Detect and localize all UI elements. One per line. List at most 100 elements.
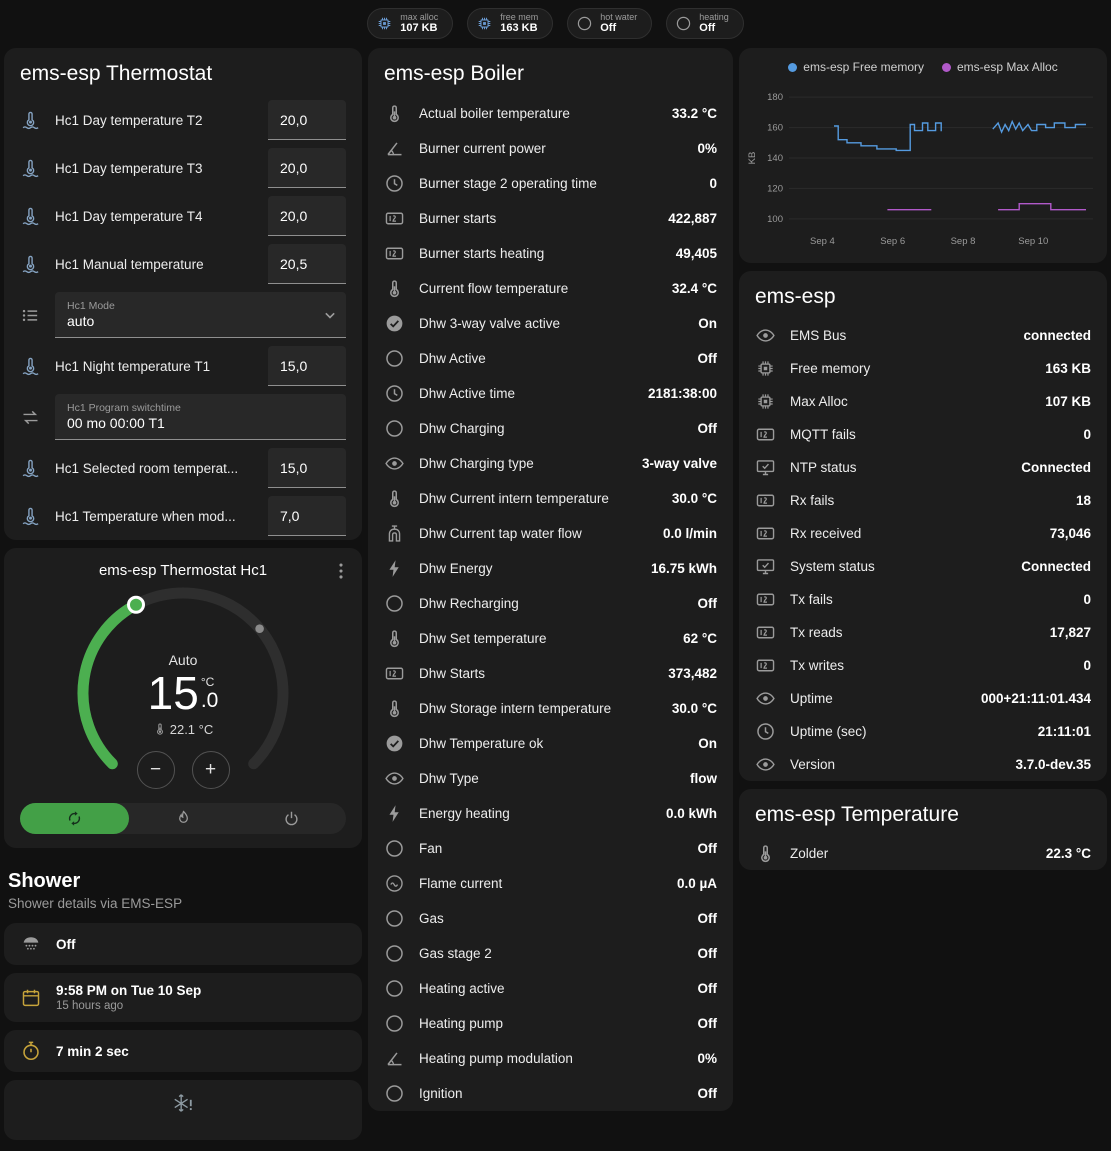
memory-chart[interactable]: 100 120 140 160 180 Sep 4 Sep 6 Sep 8 Sep 10 KB — [743, 78, 1099, 254]
auto-mode-button[interactable] — [20, 803, 129, 834]
entity-row[interactable]: Max Alloc 107 KB — [739, 385, 1107, 418]
entity-name: Uptime — [790, 691, 833, 706]
entity-row[interactable]: Dhw 3-way valve active On — [368, 306, 733, 341]
entity-row[interactable]: Hc1 Manual temperature 20,5 — [4, 240, 362, 288]
entity-row[interactable]: Burner starts heating 49,405 — [368, 236, 733, 271]
entity-row[interactable]: MQTT fails 0 — [739, 418, 1107, 451]
number-input[interactable]: 15,0 — [268, 346, 346, 386]
entity-row[interactable]: Dhw Active time 2181:38:00 — [368, 376, 733, 411]
legend-item[interactable]: ems-esp Free memory — [788, 60, 924, 74]
card-title: ems-esp Boiler — [384, 62, 525, 85]
entity-row[interactable]: Fan Off — [368, 831, 733, 866]
shower-timestamp-card[interactable]: 9:58 PM on Tue 10 Sep 15 hours ago — [4, 973, 362, 1022]
number-input[interactable]: 20,0 — [268, 100, 346, 140]
entity-row[interactable]: Ignition Off — [368, 1076, 733, 1111]
entity-row[interactable]: Dhw Recharging Off — [368, 586, 733, 621]
entity-row[interactable]: Uptime (sec) 21:11:01 — [739, 715, 1107, 748]
entity-row[interactable]: Version 3.7.0-dev.35 — [739, 748, 1107, 781]
entity-row[interactable]: Gas stage 2 Off — [368, 936, 733, 971]
right-column: ems-esp Free memory ems-esp Max Alloc 100… — [739, 48, 1107, 1148]
text-input[interactable]: Hc1 Program switchtime 00 mo 00:00 T1 — [55, 394, 346, 440]
number-input[interactable]: 20,5 — [268, 244, 346, 284]
entity-row[interactable]: Heating pump Off — [368, 1006, 733, 1041]
entity-row[interactable]: Dhw Current tap water flow 0.0 l/min — [368, 516, 733, 551]
chip-icon — [755, 391, 776, 412]
circle-outline-icon — [384, 348, 405, 369]
entity-value: 16.75 kWh — [650, 561, 717, 576]
badge-max-alloc[interactable]: max alloc 107 KB — [367, 7, 454, 39]
shower-alert-card[interactable] — [4, 1080, 362, 1140]
mode-select[interactable]: Hc1 Mode auto — [55, 292, 346, 338]
entity-name: MQTT fails — [790, 427, 856, 442]
badge-heating[interactable]: heating Off — [666, 7, 744, 39]
chip-icon — [476, 15, 493, 32]
entity-row[interactable]: Dhw Set temperature 62 °C — [368, 621, 733, 656]
entity-row[interactable]: Hc1 Day temperature T2 20,0 — [4, 96, 362, 144]
badge-hot-water[interactable]: hot water Off — [567, 7, 653, 39]
entity-row[interactable]: System status Connected — [739, 550, 1107, 583]
heat-mode-button[interactable] — [129, 803, 238, 834]
entity-row[interactable]: Dhw Starts 373,482 — [368, 656, 733, 691]
number-input[interactable]: 20,0 — [268, 148, 346, 188]
thermostat-hc1-card: ems-esp Thermostat Hc1 Auto 15 °C — [4, 548, 362, 848]
entity-row[interactable]: Gas Off — [368, 901, 733, 936]
number-input[interactable]: 20,0 — [268, 196, 346, 236]
entity-value: Off — [697, 981, 718, 996]
entity-row[interactable]: Heating pump modulation 0% — [368, 1041, 733, 1076]
more-options-button[interactable] — [330, 560, 352, 582]
entity-row[interactable]: Hc1 Mode auto — [4, 288, 362, 342]
entity-row[interactable]: Actual boiler temperature 33.2 °C — [368, 96, 733, 131]
badge-free-mem[interactable]: free mem 163 KB — [467, 7, 554, 39]
entity-row[interactable]: Hc1 Day temperature T4 20,0 — [4, 192, 362, 240]
thermometer-water-icon — [20, 206, 41, 227]
shower-state-card[interactable]: Off — [4, 923, 362, 965]
entity-row[interactable]: Dhw Current intern temperature 30.0 °C — [368, 481, 733, 516]
entity-row[interactable]: Dhw Storage intern temperature 30.0 °C — [368, 691, 733, 726]
entity-row[interactable]: Energy heating 0.0 kWh — [368, 796, 733, 831]
entity-row[interactable]: Free memory 163 KB — [739, 352, 1107, 385]
entity-row[interactable]: Hc1 Temperature when mod... 7,0 — [4, 492, 362, 540]
increase-temp-button[interactable]: + — [191, 751, 230, 789]
dial-handle[interactable] — [127, 595, 145, 614]
entity-row[interactable]: Flame current 0.0 µA — [368, 866, 733, 901]
entity-row[interactable]: Hc1 Program switchtime 00 mo 00:00 T1 — [4, 390, 362, 444]
entity-row[interactable]: Uptime 000+21:11:01.434 — [739, 682, 1107, 715]
entity-value: 0.0 l/min — [662, 526, 717, 541]
entity-row[interactable]: Rx fails 18 — [739, 484, 1107, 517]
entity-row[interactable]: Tx writes 0 — [739, 649, 1107, 682]
entity-row[interactable]: Burner current power 0% — [368, 131, 733, 166]
decrease-temp-button[interactable]: − — [136, 751, 175, 789]
entity-row[interactable]: EMS Bus connected — [739, 319, 1107, 352]
entity-row[interactable]: Hc1 Night temperature T1 15,0 — [4, 342, 362, 390]
entity-row[interactable]: Tx fails 0 — [739, 583, 1107, 616]
number-input[interactable]: 15,0 — [268, 448, 346, 488]
circle-outline-icon — [384, 1013, 405, 1034]
entity-row[interactable]: Dhw Temperature ok On — [368, 726, 733, 761]
entity-row[interactable]: Burner starts 422,887 — [368, 201, 733, 236]
entity-row[interactable]: Heating active Off — [368, 971, 733, 1006]
legend-item[interactable]: ems-esp Max Alloc — [942, 60, 1058, 74]
shower-duration-card[interactable]: 7 min 2 sec — [4, 1030, 362, 1072]
chart-line — [998, 202, 1086, 211]
entity-row[interactable]: Dhw Type flow — [368, 761, 733, 796]
circle-outline-icon — [384, 1083, 405, 1104]
entity-row[interactable]: Current flow temperature 32.4 °C — [368, 271, 733, 306]
entity-row[interactable]: Dhw Active Off — [368, 341, 733, 376]
card-primary-text: 7 min 2 sec — [56, 1043, 129, 1059]
entity-row[interactable]: Tx reads 17,827 — [739, 616, 1107, 649]
entity-row[interactable]: Zolder 22.3 °C — [739, 837, 1107, 870]
off-mode-button[interactable] — [237, 803, 346, 834]
number-input[interactable]: 7,0 — [268, 496, 346, 536]
entity-row[interactable]: Hc1 Day temperature T3 20,0 — [4, 144, 362, 192]
entity-row[interactable]: Dhw Charging Off — [368, 411, 733, 446]
entity-value: 0.0 kWh — [665, 806, 717, 821]
entity-row[interactable]: NTP status Connected — [739, 451, 1107, 484]
entity-row[interactable]: Rx received 73,046 — [739, 517, 1107, 550]
entity-row[interactable]: Dhw Energy 16.75 kWh — [368, 551, 733, 586]
entity-name: Dhw Current intern temperature — [419, 491, 609, 506]
entity-row[interactable]: Dhw Charging type 3-way valve — [368, 446, 733, 481]
eye-icon — [755, 754, 776, 775]
thermostat-dial[interactable] — [63, 581, 303, 803]
entity-row[interactable]: Burner stage 2 operating time 0 — [368, 166, 733, 201]
entity-row[interactable]: Hc1 Selected room temperat... 15,0 — [4, 444, 362, 492]
